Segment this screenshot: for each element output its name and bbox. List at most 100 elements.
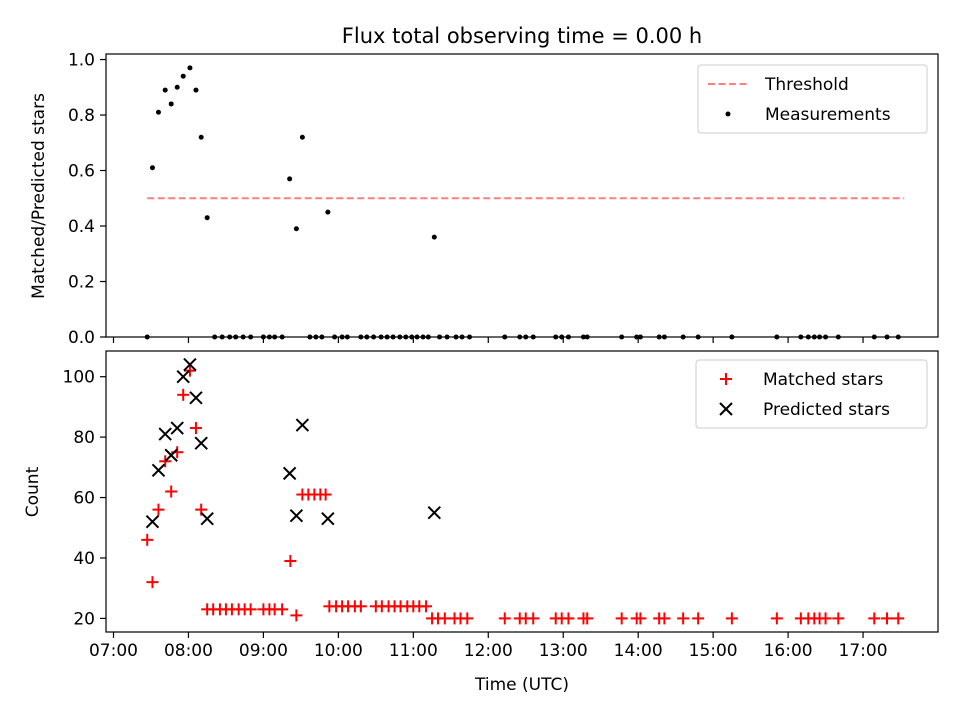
top-y-tick-label: 0.6 bbox=[68, 162, 95, 182]
bottom-y-tick-label: 60 bbox=[73, 489, 95, 509]
matched-stars-point bbox=[881, 612, 894, 625]
matched-stars-point bbox=[141, 533, 154, 546]
bottom-y-axis-label: Count bbox=[23, 466, 43, 517]
bottom-x-ticks: 07:00 08:00 09:00 10:00 11:00 12:00 13:00 14:00… bbox=[89, 632, 888, 661]
bottom-y-ticks: 20 40 60 80 100 bbox=[63, 368, 106, 629]
top-panel: 0.0 0.2 0.4 0.6 0.8 1.0 Matched/Predicted sta… bbox=[29, 51, 939, 348]
bottom-axes-frame bbox=[105, 350, 939, 633]
measurement-point bbox=[180, 73, 186, 79]
matched-stars-point bbox=[461, 612, 474, 625]
x-tick-label: 15:00 bbox=[689, 641, 738, 661]
predicted-stars-point bbox=[427, 505, 442, 520]
matched-stars-point bbox=[677, 612, 690, 625]
top-axes-frame bbox=[105, 53, 939, 338]
matched-stars-point bbox=[152, 503, 165, 516]
bottom-panel: 20 40 60 80 100 07:00 08:00 09:00 10:00 11:00 12:… bbox=[23, 350, 939, 695]
matched-stars-point bbox=[183, 364, 196, 377]
top-y-tick-label: 0.0 bbox=[68, 328, 95, 348]
x-tick-label: 12:00 bbox=[464, 641, 513, 661]
matched-stars-point bbox=[562, 612, 575, 625]
x-tick-label: 14:00 bbox=[614, 641, 663, 661]
bottom-y-tick-label: 20 bbox=[73, 609, 95, 629]
matched-stars-point bbox=[189, 422, 202, 435]
x-tick-label: 07:00 bbox=[89, 641, 138, 661]
measurement-point bbox=[193, 87, 199, 93]
matched-stars-point bbox=[420, 600, 433, 613]
matched-stars-point bbox=[725, 612, 738, 625]
matched-stars-point bbox=[290, 609, 303, 622]
matched-stars-point bbox=[868, 612, 881, 625]
matched-stars-point bbox=[354, 600, 367, 613]
matched-stars-point bbox=[892, 612, 905, 625]
top-legend: Threshold Measurements bbox=[697, 64, 928, 134]
top-legend-box bbox=[697, 64, 928, 134]
measurement-point bbox=[149, 165, 155, 171]
matched-stars-point bbox=[159, 455, 172, 468]
predicted-stars-point bbox=[200, 511, 214, 526]
predicted-stars-point bbox=[176, 369, 190, 384]
measurement-point bbox=[168, 101, 174, 107]
measurement-point bbox=[187, 65, 193, 71]
x-tick-label: 11:00 bbox=[389, 641, 438, 661]
measurement-point bbox=[198, 134, 204, 140]
measurement-point bbox=[174, 84, 180, 90]
x-tick-label: 10:00 bbox=[314, 641, 363, 661]
bottom-y-tick-label: 100 bbox=[63, 368, 95, 388]
bottom-legend: Matched stars Predicted stars bbox=[695, 359, 928, 429]
matched-stars-point bbox=[527, 612, 540, 625]
predicted-stars-point bbox=[289, 508, 304, 523]
matched-stars-point bbox=[276, 603, 289, 616]
top-x-ticks bbox=[112, 337, 864, 343]
matched-stars-point bbox=[146, 576, 159, 589]
legend-predicted-swatch bbox=[719, 402, 733, 416]
legend-matched-label: Matched stars bbox=[763, 370, 883, 390]
x-tick-label: 13:00 bbox=[539, 641, 588, 661]
matched-stars-point bbox=[581, 612, 594, 625]
top-y-tick-label: 1.0 bbox=[68, 51, 95, 71]
predicted-stars-point bbox=[189, 391, 203, 405]
top-y-ticks: 0.0 0.2 0.4 0.6 0.8 1.0 bbox=[68, 51, 106, 348]
x-tick-label: 08:00 bbox=[164, 641, 213, 661]
matched-stars-point bbox=[165, 485, 178, 498]
chart-title: Flux total observing time = 0.00 h bbox=[342, 24, 702, 48]
matched-stars-point bbox=[692, 612, 705, 625]
measurement-point bbox=[155, 109, 161, 115]
predicted-stars-point bbox=[282, 466, 297, 481]
predicted-stars-point bbox=[194, 436, 208, 450]
predicted-stars-point bbox=[145, 515, 160, 529]
matched-stars-point bbox=[284, 554, 297, 567]
predicted-stars-point bbox=[158, 427, 172, 441]
legend-measurements-swatch bbox=[725, 111, 731, 117]
matched-stars-point bbox=[819, 612, 832, 625]
measurement-point bbox=[287, 176, 293, 182]
measurement-point bbox=[204, 215, 210, 221]
matched-stars-point bbox=[177, 388, 190, 401]
bottom-y-tick-label: 40 bbox=[73, 549, 95, 569]
bottom-y-tick-label: 80 bbox=[73, 428, 95, 448]
predicted-stars-point bbox=[321, 511, 335, 526]
matched-stars-point bbox=[498, 612, 511, 625]
predicted-stars-point bbox=[151, 463, 166, 478]
matched-stars-point bbox=[319, 488, 332, 501]
bottom-legend-box bbox=[695, 359, 928, 429]
matched-stars-point bbox=[634, 612, 647, 625]
bottom-marks bbox=[141, 357, 905, 625]
predicted-stars-point bbox=[164, 448, 178, 462]
x-tick-label: 09:00 bbox=[239, 641, 288, 661]
top-y-tick-label: 0.4 bbox=[68, 217, 95, 237]
x-tick-label: 16:00 bbox=[764, 641, 813, 661]
measurement-point bbox=[162, 87, 168, 93]
measurement-point bbox=[431, 234, 437, 240]
measurement-point bbox=[293, 226, 299, 232]
matched-stars-point bbox=[658, 612, 671, 625]
matched-stars-point bbox=[244, 603, 257, 616]
measurement-point bbox=[325, 209, 331, 215]
measurement-point bbox=[299, 134, 305, 140]
predicted-stars-point bbox=[183, 357, 197, 372]
top-y-tick-label: 0.2 bbox=[68, 273, 95, 293]
legend-measurements-label: Measurements bbox=[765, 105, 891, 125]
legend-matched-swatch bbox=[720, 373, 732, 385]
matched-stars-point bbox=[770, 612, 783, 625]
x-tick-label: 17:00 bbox=[839, 641, 888, 661]
